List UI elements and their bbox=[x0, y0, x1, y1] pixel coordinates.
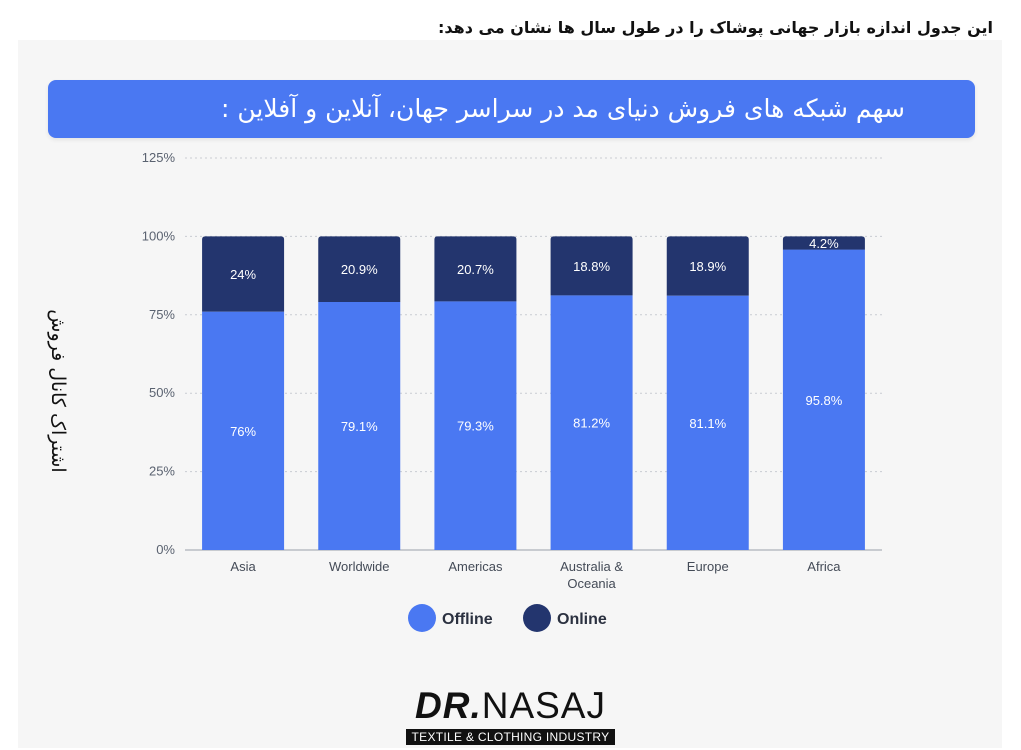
data-label: 18.9% bbox=[689, 259, 726, 274]
data-label: 20.9% bbox=[341, 262, 378, 277]
bar-segment-offline bbox=[434, 301, 517, 550]
x-tick-label: Africa bbox=[807, 559, 841, 574]
data-label: 4.2% bbox=[809, 236, 839, 251]
page-caption: این جدول اندازه بازار جهانی پوشاک را در … bbox=[438, 18, 993, 37]
brand-tagline: TEXTILE & CLOTHING INDUSTRY bbox=[405, 729, 616, 745]
bar-segment-online bbox=[318, 236, 401, 302]
legend-swatch-online bbox=[523, 604, 551, 632]
data-label: 79.1% bbox=[341, 419, 378, 434]
y-tick-label: 0% bbox=[156, 542, 175, 557]
bar-segment-offline bbox=[202, 311, 285, 550]
bar-segment-online bbox=[202, 236, 285, 312]
bar-segment-online bbox=[782, 236, 865, 250]
x-tick-label: Europe bbox=[687, 559, 729, 574]
bar-segment-offline bbox=[666, 295, 749, 550]
chart-title: سهم شبکه های فروش دنیای مد در سراسر جهان… bbox=[221, 94, 905, 123]
data-label: 18.8% bbox=[573, 259, 610, 274]
data-label: 79.3% bbox=[457, 419, 494, 434]
bar-segment-offline bbox=[550, 295, 633, 550]
y-tick-label: 100% bbox=[142, 228, 176, 243]
x-tick-label: Australia & bbox=[560, 559, 623, 574]
x-tick-label: Oceania bbox=[567, 576, 616, 591]
legend-swatch-offline bbox=[408, 604, 436, 632]
bar-segment-online bbox=[434, 236, 517, 302]
y-tick-label: 75% bbox=[149, 307, 175, 322]
bar-segment-offline bbox=[318, 301, 401, 550]
x-tick-label: Americas bbox=[448, 559, 503, 574]
y-tick-label: 125% bbox=[142, 150, 176, 165]
data-label: 81.2% bbox=[573, 416, 610, 431]
legend-label-online: Online bbox=[557, 611, 607, 628]
data-label: 81.1% bbox=[689, 416, 726, 431]
bar-segment-offline bbox=[782, 249, 865, 550]
data-label: 95.8% bbox=[805, 393, 842, 408]
x-tick-label: Worldwide bbox=[329, 559, 389, 574]
bar-segment-online bbox=[666, 236, 749, 296]
chart-title-banner: سهم شبکه های فروش دنیای مد در سراسر جهان… bbox=[48, 80, 975, 138]
bar-segment-online bbox=[550, 236, 633, 296]
y-axis-label: اشتراک کانال فروش bbox=[47, 309, 69, 472]
x-tick-label: Asia bbox=[230, 559, 256, 574]
y-tick-label: 50% bbox=[149, 385, 175, 400]
legend-label-offline: Offline bbox=[442, 611, 493, 628]
data-label: 20.7% bbox=[457, 262, 494, 277]
brand-name-regular: NASAJ bbox=[481, 685, 606, 726]
brand-name-bold: DR. bbox=[415, 685, 482, 726]
data-label: 24% bbox=[230, 267, 256, 282]
data-label: 76% bbox=[230, 424, 256, 439]
y-tick-label: 25% bbox=[149, 464, 175, 479]
brand-logo: DR.NASAJ TEXTILE & CLOTHING INDUSTRY bbox=[0, 686, 1021, 745]
